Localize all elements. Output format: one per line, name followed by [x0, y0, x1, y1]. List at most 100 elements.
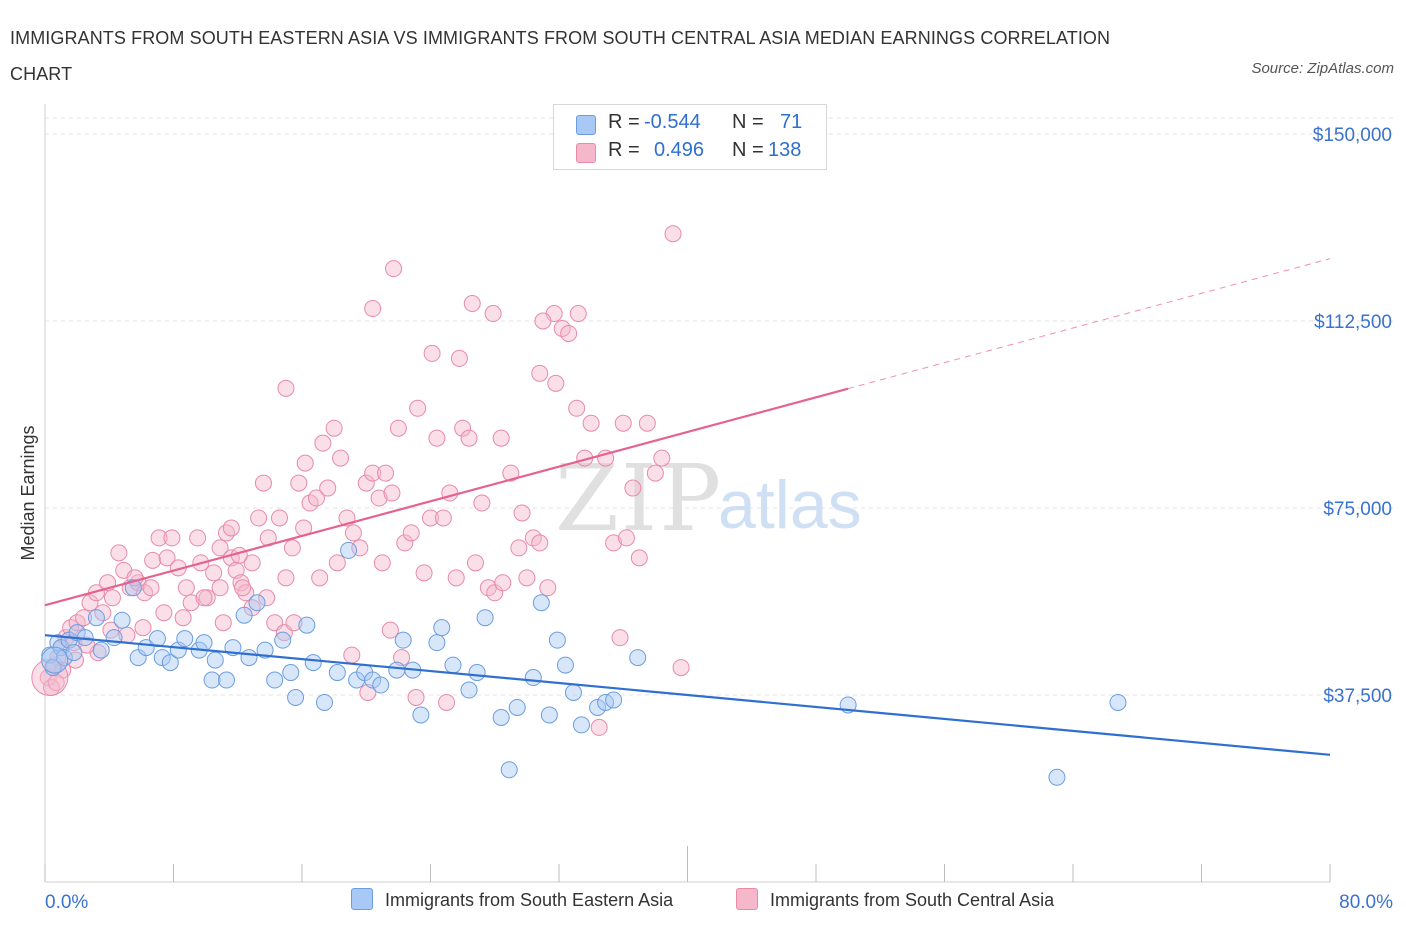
- point-south-central-asia: [385, 260, 403, 278]
- point-south-central-asia: [110, 544, 128, 562]
- point-south-eastern-asia: [206, 651, 224, 669]
- point-south-central-asia: [638, 414, 656, 432]
- point-south-eastern-asia: [428, 634, 446, 652]
- legend-swatch-pink: [576, 143, 596, 163]
- point-south-eastern-asia: [195, 634, 213, 652]
- point-south-central-asia: [75, 609, 93, 627]
- series-legend-south-central-asia: Immigrants from South Central Asia: [736, 888, 1054, 911]
- point-south-eastern-asia: [153, 649, 171, 667]
- point-south-eastern-asia: [532, 594, 550, 612]
- point-south-central-asia: [234, 579, 252, 597]
- point-south-central-asia: [174, 609, 192, 627]
- point-south-eastern-asia: [540, 706, 558, 724]
- point-south-central-asia: [624, 479, 642, 497]
- point-south-eastern-asia: [304, 654, 322, 672]
- point-south-central-asia: [402, 524, 420, 542]
- point-south-central-asia: [332, 449, 350, 467]
- point-south-eastern-asia: [266, 671, 284, 689]
- point-south-central-asia: [155, 604, 173, 622]
- point-south-central-asia: [195, 589, 213, 607]
- point-south-central-asia: [277, 379, 295, 397]
- point-south-eastern-asia: [248, 594, 266, 612]
- point-south-eastern-asia: [282, 664, 300, 682]
- point-south-central-asia: [237, 584, 255, 602]
- point-south-central-asia: [81, 594, 99, 612]
- point-south-central-asia: [396, 534, 414, 552]
- point-south-eastern-asia: [524, 669, 542, 687]
- point-south-central-asia: [182, 594, 200, 612]
- point-south-central-asia: [328, 554, 346, 572]
- point-south-central-asia: [630, 549, 648, 567]
- point-south-eastern-asia: [161, 654, 179, 672]
- point-south-central-asia: [434, 509, 452, 527]
- point-south-central-asia: [415, 564, 433, 582]
- point-south-eastern-asia: [176, 630, 194, 648]
- point-south-central-asia: [568, 399, 586, 417]
- legend-n-value: 138: [768, 139, 802, 161]
- point-south-central-asia: [319, 479, 337, 497]
- chart-source: Source: ZipAtlas.com: [1251, 60, 1394, 77]
- point-south-eastern-asia: [68, 624, 86, 642]
- trend-line-extension-south-central-asia: [847, 258, 1331, 390]
- point-south-central-asia: [450, 349, 468, 367]
- legend-r-value: -0.544: [644, 111, 701, 133]
- point-cluster-south-eastern-asia: [41, 646, 69, 674]
- point-south-central-asia: [473, 494, 491, 512]
- point-south-central-asia: [343, 646, 361, 664]
- point-south-central-asia: [466, 554, 484, 572]
- point-south-central-asia: [438, 693, 456, 711]
- point-south-central-asia: [531, 534, 549, 552]
- point-south-central-asia: [344, 524, 362, 542]
- south-eastern-asia-points: [41, 541, 1127, 786]
- y-axis-title: Median Earnings: [18, 425, 38, 560]
- point-south-central-asia: [205, 564, 223, 582]
- point-south-central-asia: [144, 551, 162, 569]
- point-south-central-asia: [373, 554, 391, 572]
- point-south-eastern-asia: [364, 671, 382, 689]
- point-south-central-asia: [422, 509, 439, 527]
- legend-r-label: R =: [608, 139, 640, 161]
- point-south-central-asia: [359, 684, 377, 702]
- point-south-central-asia: [177, 579, 195, 597]
- point-south-central-asia: [243, 554, 261, 572]
- point-south-eastern-asia: [572, 716, 590, 734]
- point-south-eastern-asia: [589, 698, 607, 716]
- axis-labels: $37,500 $75,000 $112,500 $150,000 0.0% 80.0% M…: [18, 125, 1393, 913]
- point-south-eastern-asia: [605, 691, 623, 709]
- point-south-central-asia: [428, 429, 446, 447]
- point-south-eastern-asia: [468, 664, 486, 682]
- correlation-legend: R = -0.544 N = 71 R = 0.496 N = 138: [553, 104, 827, 170]
- point-south-eastern-asia: [65, 644, 83, 662]
- point-south-eastern-asia: [235, 606, 253, 624]
- point-south-central-asia: [492, 429, 510, 447]
- point-south-central-asia: [534, 312, 552, 330]
- axes: [44, 104, 1331, 883]
- point-south-central-asia: [605, 534, 623, 552]
- point-south-central-asia: [311, 569, 329, 587]
- point-south-eastern-asia: [256, 641, 274, 659]
- point-south-central-asia: [510, 539, 528, 557]
- watermark-atlas: atlas: [718, 467, 862, 543]
- point-south-eastern-asia: [564, 684, 582, 702]
- legend-r-label: R =: [608, 111, 640, 133]
- point-south-central-asia: [307, 489, 325, 507]
- point-south-central-asia: [513, 504, 531, 522]
- point-south-eastern-asia: [218, 671, 236, 689]
- trend-line-south-central-asia: [44, 387, 849, 607]
- point-south-eastern-asia: [203, 671, 221, 689]
- series-swatch-blue: [351, 888, 373, 910]
- point-south-central-asia: [423, 344, 441, 362]
- trend-lines: [44, 258, 1331, 756]
- point-south-eastern-asia: [548, 631, 566, 649]
- point-south-eastern-asia: [492, 708, 510, 726]
- point-south-central-asia: [370, 489, 388, 507]
- point-south-central-asia: [250, 509, 268, 527]
- point-south-central-asia: [258, 589, 276, 607]
- point-south-central-asia: [218, 524, 236, 542]
- point-south-central-asia: [560, 324, 578, 342]
- point-south-central-asia: [502, 464, 520, 482]
- point-south-central-asia: [314, 434, 332, 452]
- legend-n-value: 71: [780, 111, 803, 133]
- series-legend-south-eastern-asia: Immigrants from South Eastern Asia: [351, 888, 673, 911]
- point-south-central-asia: [447, 569, 465, 587]
